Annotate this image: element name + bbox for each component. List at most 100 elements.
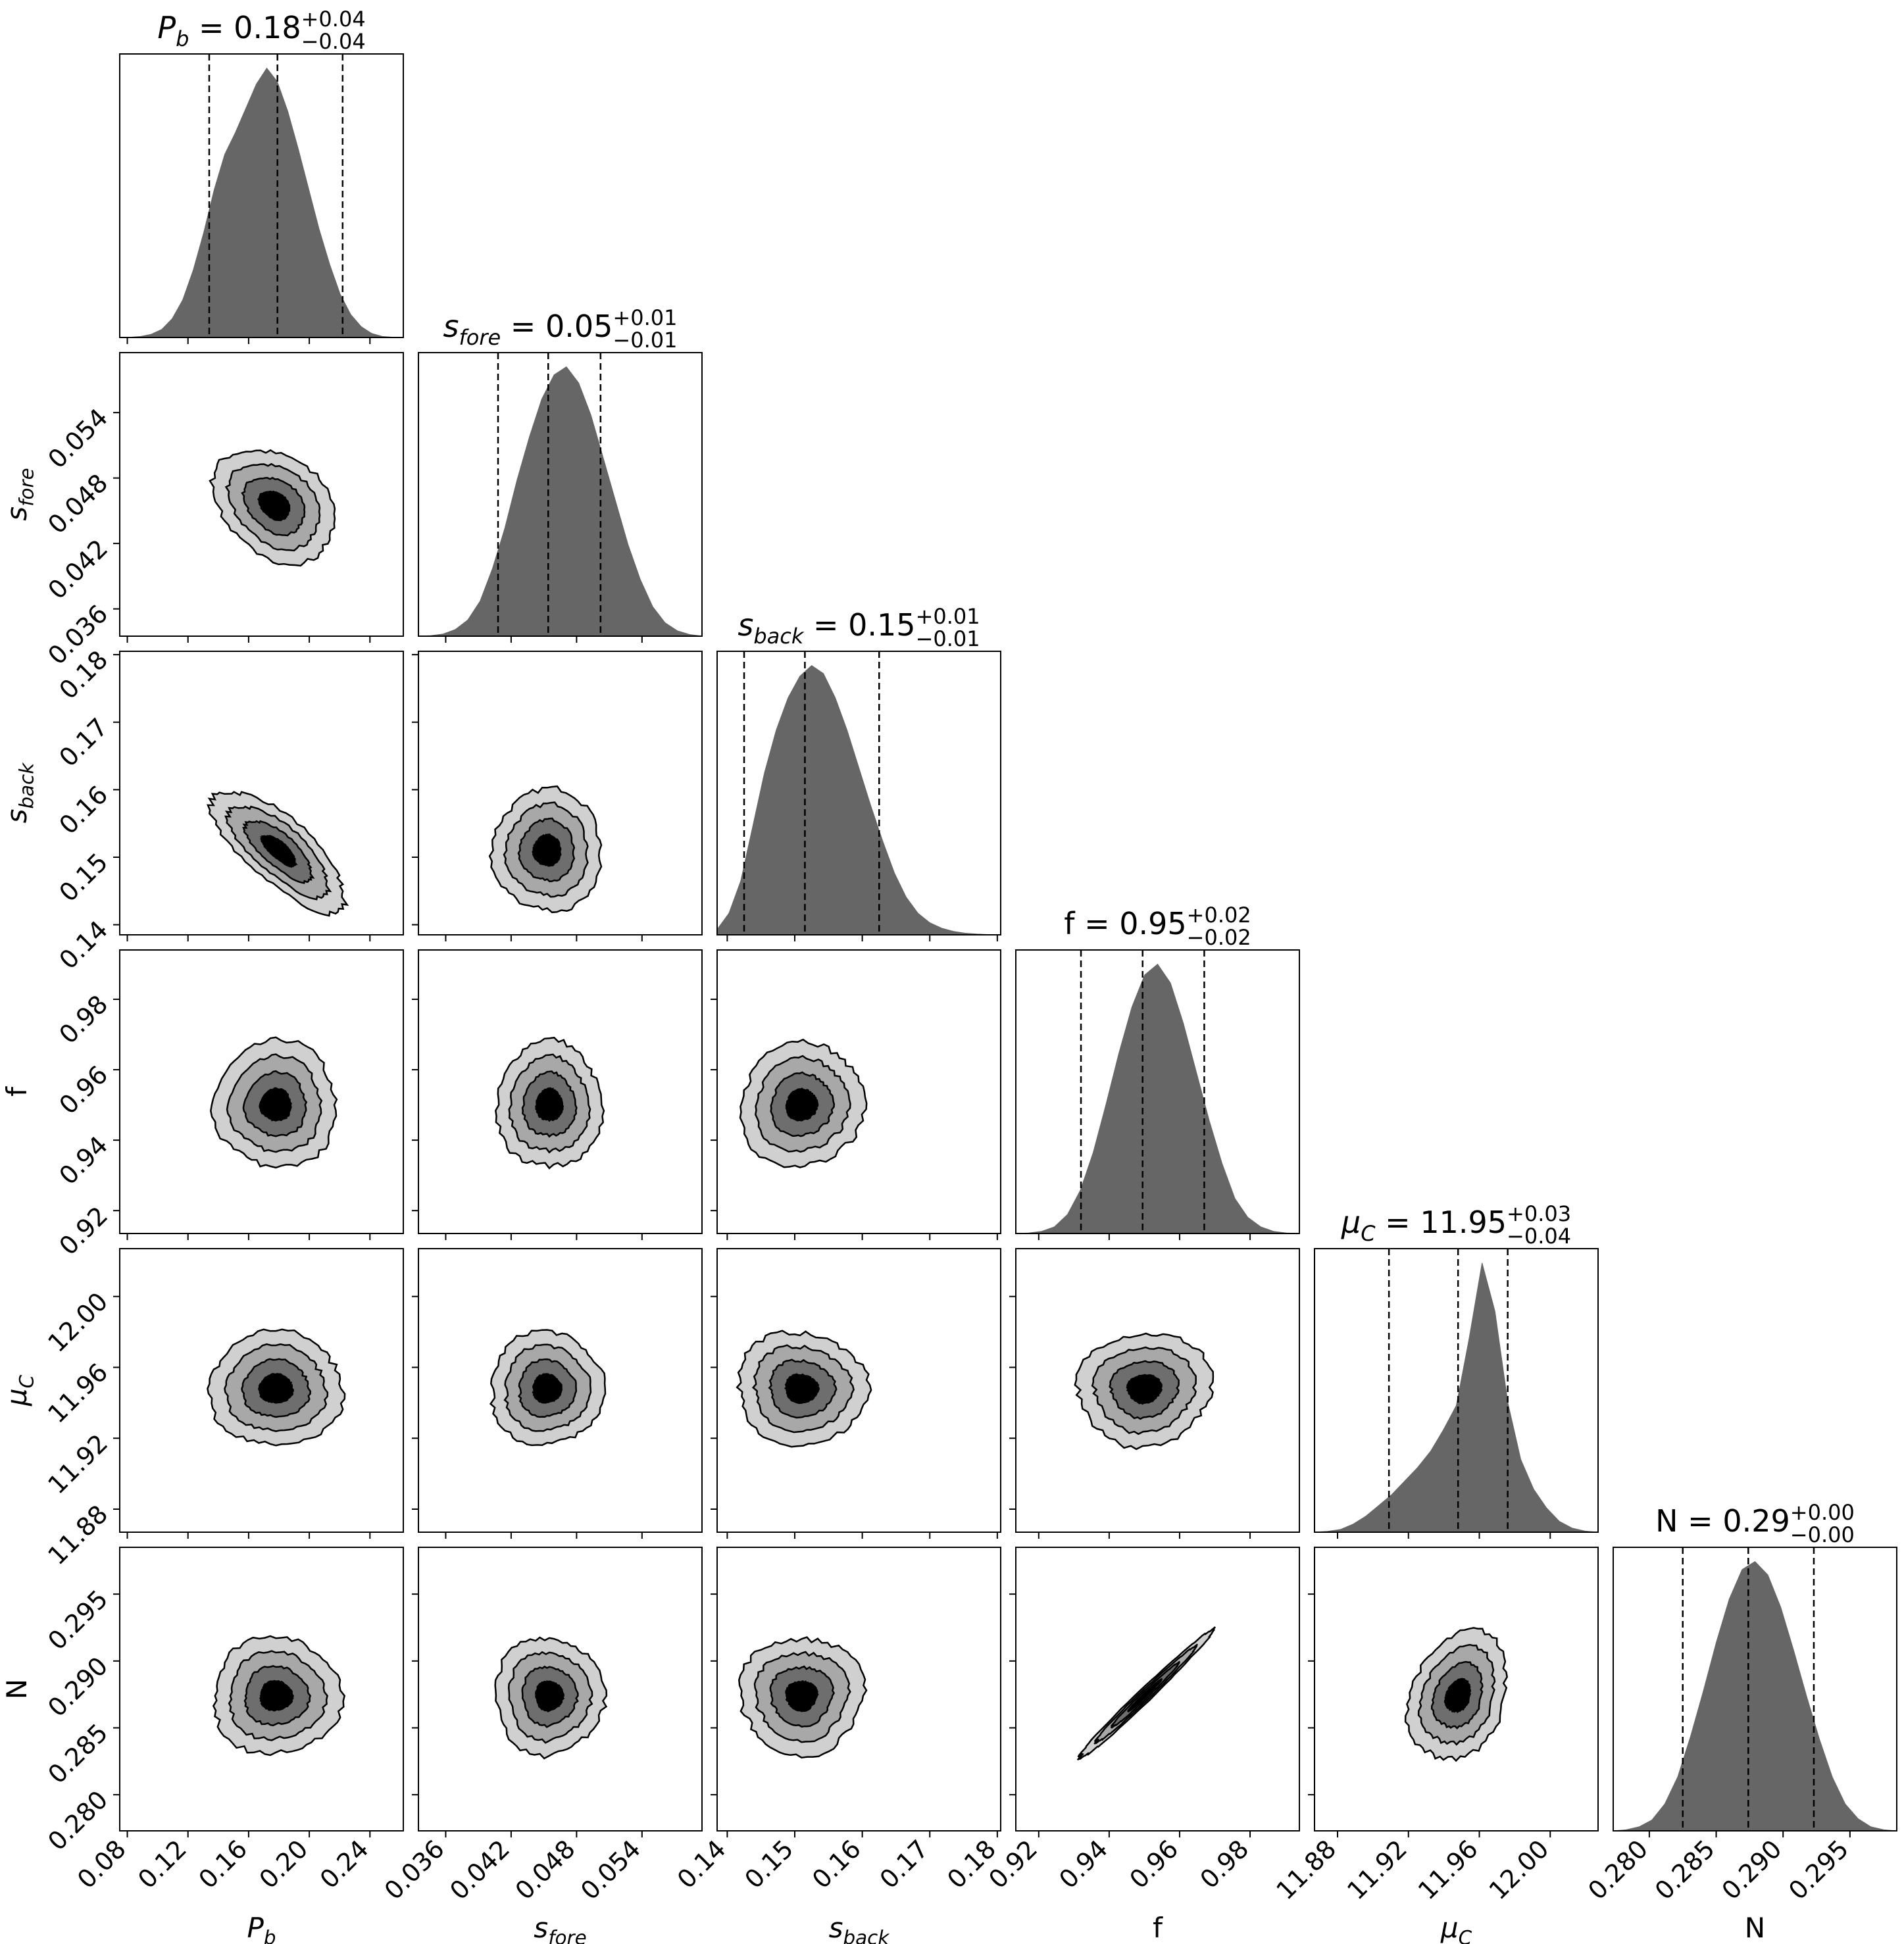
x-tick-label-muC: 11.88 xyxy=(1270,1834,1341,1905)
contour-level-4 xyxy=(259,834,298,868)
x-tick-label-Pb: 0.20 xyxy=(254,1834,314,1894)
contour-level-4 xyxy=(1127,1678,1163,1713)
contour-level-4 xyxy=(535,1087,564,1122)
x-tick-label-sback: 0.16 xyxy=(807,1834,866,1894)
x-axis-label-f: f xyxy=(1153,1912,1163,1944)
y-axis-label-muC: μC xyxy=(1,1374,38,1407)
panel-frame xyxy=(119,1547,404,1832)
contour-level-4 xyxy=(258,1373,294,1404)
x-axis-label-N: N xyxy=(1745,1912,1765,1944)
contour-panel-Pb-f: 0.92 0.94 0.96 0.98 xyxy=(53,949,404,1260)
panel-frame xyxy=(418,352,703,637)
x-tick-label-N: 0.295 xyxy=(1783,1834,1854,1905)
x-tick-label-sfore: 0.042 xyxy=(444,1834,515,1905)
x-tick-label-sback: 0.17 xyxy=(874,1834,934,1894)
contour-panel-sfore-sback xyxy=(412,651,703,941)
x-axis-label-Pb: Pb xyxy=(247,1912,276,1944)
y-axis-label-sfore: sfore xyxy=(1,468,38,520)
contour-panel-sback-f xyxy=(711,949,1001,1240)
panel-frame xyxy=(716,1547,1001,1832)
panel-frame xyxy=(716,949,1001,1234)
panel-frame xyxy=(1314,1547,1599,1832)
contour-panel-sback-muC xyxy=(711,1248,1001,1539)
contour-panel-f-muC xyxy=(1009,1248,1300,1539)
x-tick-label-sfore: 0.048 xyxy=(510,1834,581,1905)
x-tick-label-N: 0.280 xyxy=(1582,1834,1653,1905)
x-tick-label-muC: 11.96 xyxy=(1413,1834,1484,1905)
y-tick-label-sfore: 0.042 xyxy=(42,534,113,605)
x-tick-label-f: 0.94 xyxy=(1053,1834,1113,1894)
y-tick-label-f: 0.96 xyxy=(53,1060,113,1120)
y-axis-label-N: N xyxy=(1,1679,33,1699)
panel-frame xyxy=(119,1248,404,1533)
y-tick-label-muC: 11.96 xyxy=(42,1358,113,1429)
x-axis-label-sfore: sfore xyxy=(534,1912,586,1944)
y-tick-label-f: 0.94 xyxy=(53,1130,113,1190)
contour-level-4 xyxy=(259,1087,292,1122)
contour-level-4 xyxy=(785,1087,819,1122)
x-tick-label-sback: 0.15 xyxy=(739,1834,799,1894)
x-tick-label-muC: 12.00 xyxy=(1484,1834,1555,1905)
x-tick-label-f: 0.96 xyxy=(1124,1834,1184,1894)
y-tick-label-sback: 0.15 xyxy=(53,847,113,907)
contour-level-4 xyxy=(257,490,291,522)
panel-frame xyxy=(119,53,404,338)
panel-frame xyxy=(418,651,703,935)
panel-frame xyxy=(1015,1547,1300,1832)
y-tick-label-f: 0.92 xyxy=(53,1201,113,1260)
y-axis-label-f: f xyxy=(1,1086,33,1097)
panel-frame xyxy=(1015,949,1300,1234)
x-tick-label-sfore: 0.036 xyxy=(379,1834,450,1905)
y-tick-label-sback: 0.14 xyxy=(53,915,113,975)
x-axis-label-muC: μC xyxy=(1440,1912,1472,1944)
y-tick-label-muC: 11.92 xyxy=(42,1428,113,1499)
title-Pb: Pb = 0.18+0.04 xyxy=(157,7,365,51)
panel-frame xyxy=(119,651,404,935)
panel-frame xyxy=(418,1547,703,1832)
panel-frame xyxy=(1015,1248,1300,1533)
y-tick-label-N: 0.285 xyxy=(42,1718,113,1789)
contour-level-4 xyxy=(784,1373,820,1405)
contour-level-4 xyxy=(1126,1374,1163,1405)
contour-level-4 xyxy=(259,1680,294,1712)
contour-panel-muC-N: 11.88 11.92 11.96 12.00 xyxy=(1270,1547,1599,1905)
title-muC: μC = 11.95+0.03 xyxy=(1341,1201,1571,1246)
title-minus-muC: −0.04 xyxy=(1507,1224,1571,1249)
title-N: N = 0.29+0.00 xyxy=(1655,1500,1855,1539)
title-sback: sback = 0.15+0.01 xyxy=(738,604,980,649)
title-sfore: sfore = 0.05+0.01 xyxy=(443,305,678,350)
panels-layer: Pb = 0.18+0.04−0.040.0360.0420.0480.054s… xyxy=(42,7,1897,1905)
hist-panel-muC: μC = 11.95+0.03−0.04 xyxy=(1314,1201,1599,1539)
hist-area-sfore xyxy=(418,366,703,637)
y-tick-label-f: 0.98 xyxy=(53,989,113,1049)
hist-area-muC xyxy=(1314,1262,1599,1533)
x-tick-label-sback: 0.14 xyxy=(672,1834,732,1894)
contour-level-4 xyxy=(785,1680,819,1712)
title-minus-N: −0.00 xyxy=(1790,1522,1855,1547)
panel-frame xyxy=(418,1248,703,1533)
title-minus-Pb: −0.04 xyxy=(301,29,366,54)
hist-panel-Pb: Pb = 0.18+0.04−0.04 xyxy=(119,7,404,344)
y-tick-label-sfore: 0.054 xyxy=(42,403,113,474)
panel-frame xyxy=(119,352,404,637)
x-tick-label-Pb: 0.08 xyxy=(72,1834,132,1894)
y-tick-label-sfore: 0.048 xyxy=(42,468,113,539)
hist-panel-f: f = 0.95+0.02−0.02 xyxy=(1015,903,1300,1240)
contour-panel-sback-N: 0.14 0.15 0.16 0.17 0.18 xyxy=(672,1547,1001,1894)
y-tick-label-muC: 12.00 xyxy=(42,1287,113,1358)
title-minus-sback: −0.01 xyxy=(916,626,980,651)
hist-area-f xyxy=(1015,963,1300,1234)
panel-frame xyxy=(716,651,1001,935)
y-tick-label-sback: 0.17 xyxy=(53,712,113,772)
panel-frame xyxy=(418,949,703,1234)
panel-frame xyxy=(1613,1547,1897,1832)
x-tick-label-sfore: 0.054 xyxy=(575,1834,646,1905)
y-tick-label-muC: 11.88 xyxy=(42,1499,113,1570)
